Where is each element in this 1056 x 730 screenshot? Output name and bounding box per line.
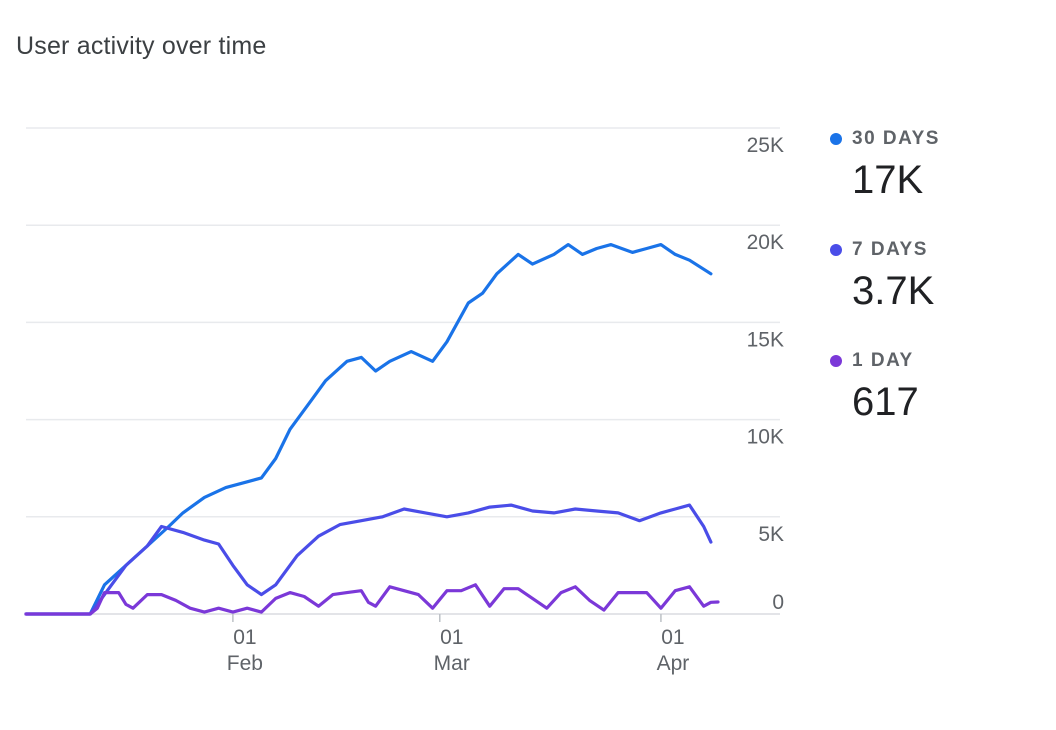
x-axis-ticks: 01 Feb 01 Mar 01 Apr [227, 614, 689, 675]
legend: 30 DAYS 17K 7 DAYS 3.7K 1 DAY 617 [830, 128, 940, 461]
y-tick-label: 10K [747, 426, 784, 449]
x-tick-month: Feb [227, 652, 263, 675]
legend-item-30-days[interactable]: 30 DAYS 17K [830, 128, 940, 203]
legend-label: 1 DAY [852, 350, 914, 371]
x-tick-month: Mar [434, 652, 470, 675]
x-tick-day: 01 [440, 626, 463, 649]
legend-value: 3.7K [852, 269, 935, 313]
x-tick-day: 01 [661, 626, 684, 649]
legend-value: 617 [852, 380, 919, 424]
chart-title: User activity over time [16, 32, 267, 60]
legend-item-1-day[interactable]: 1 DAY 617 [830, 350, 940, 425]
x-tick-day: 01 [233, 626, 256, 649]
y-tick-label: 20K [747, 231, 784, 254]
series-line-7-days [24, 503, 713, 616]
series-line-1-day [24, 583, 720, 616]
y-tick-label: 15K [747, 328, 784, 351]
y-axis-ticks: 0 5K 10K 15K 20K 25K [747, 134, 784, 614]
y-tick-label: 25K [747, 134, 784, 157]
legend-dot-icon [830, 244, 842, 256]
series-line-30-days [24, 243, 713, 616]
legend-label: 7 DAYS [852, 239, 928, 260]
legend-dot-icon [830, 355, 842, 367]
y-tick-label: 5K [758, 523, 784, 546]
legend-value: 17K [852, 158, 924, 202]
legend-dot-icon [830, 133, 842, 145]
x-tick-month: Apr [657, 652, 690, 675]
gridlines [26, 127, 780, 615]
legend-item-7-days[interactable]: 7 DAYS 3.7K [830, 239, 940, 314]
y-tick-label: 0 [772, 591, 784, 614]
legend-label: 30 DAYS [852, 128, 940, 149]
series-lines [24, 243, 720, 616]
